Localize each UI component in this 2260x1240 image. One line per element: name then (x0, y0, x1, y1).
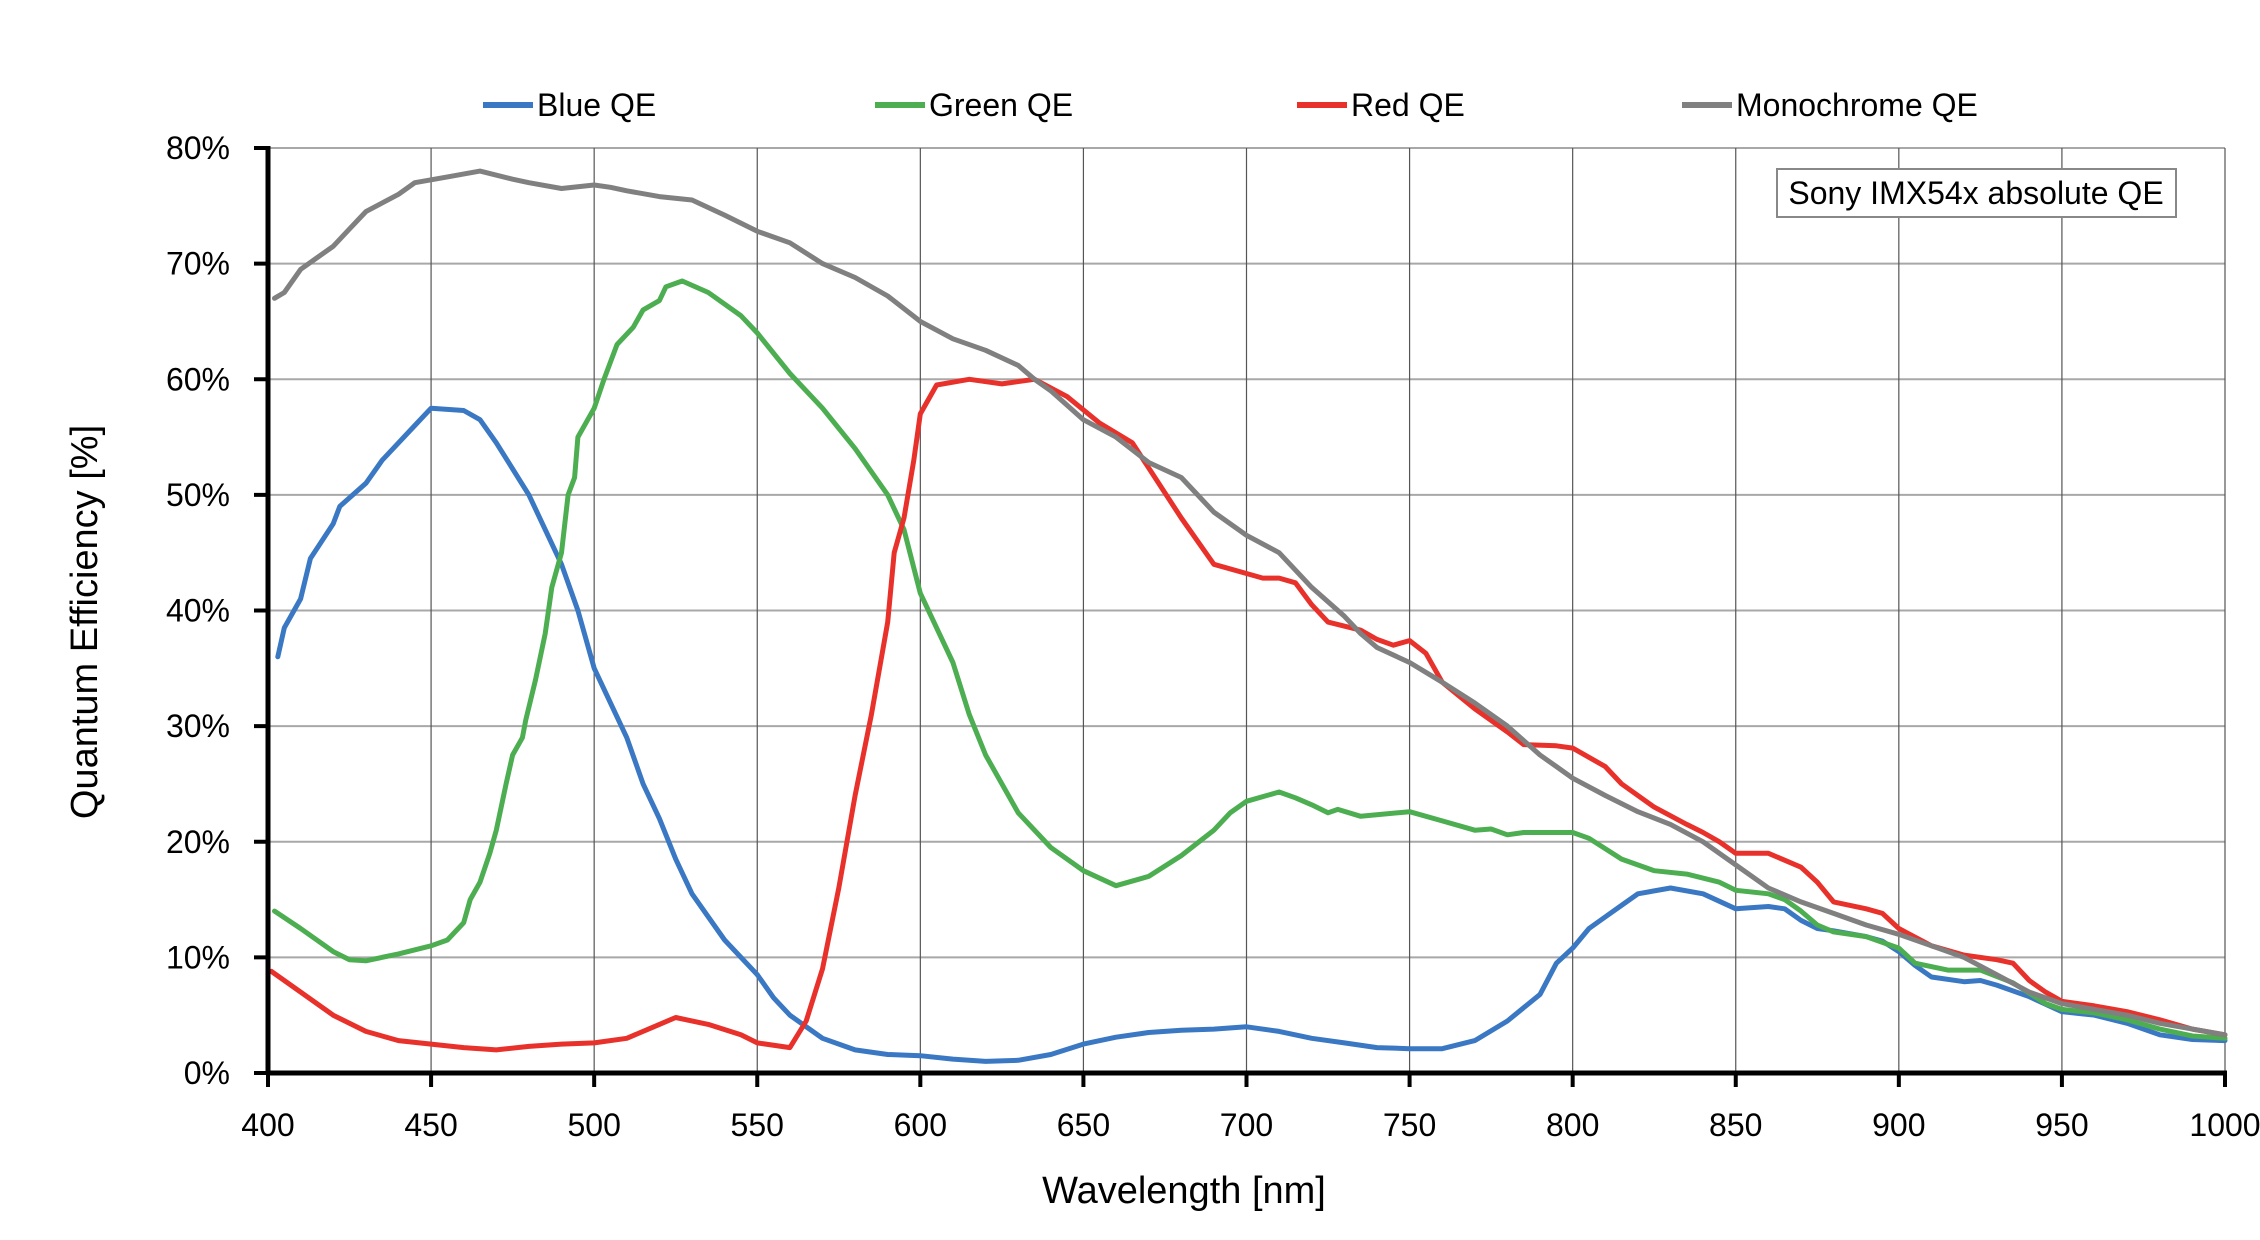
series-line-monochrome-qe (272, 168, 2228, 1038)
x-tick-label: 950 (2035, 1107, 2088, 1143)
legend: Blue QE Green QE Red QE Monochrome QE (483, 87, 1978, 123)
annotation-box: Sony IMX54x absolute QE (1776, 168, 2177, 218)
y-tick-label: 70% (166, 246, 230, 282)
x-tick-label: 750 (1383, 1107, 1436, 1143)
grid (268, 147, 2226, 1073)
x-tick-label: 850 (1709, 1107, 1762, 1143)
x-tick-label: 450 (404, 1107, 457, 1143)
x-tick-label: 1000 (2189, 1107, 2260, 1143)
y-tick-label: 60% (166, 361, 230, 397)
series-line-red-qe (268, 376, 2228, 1053)
series-lines (268, 168, 2228, 1064)
x-tick-label: 400 (241, 1107, 294, 1143)
legend-label: Monochrome QE (1736, 87, 1978, 123)
y-tick-label: 50% (166, 477, 230, 513)
x-axis-title: Wavelength [nm] (1042, 1170, 1326, 1212)
y-tick-label: 10% (166, 939, 230, 975)
y-tick-label: 80% (166, 130, 230, 166)
x-tick-label: 650 (1057, 1107, 1110, 1143)
y-tick-label: 40% (166, 593, 230, 629)
y-tick-label: 30% (166, 708, 230, 744)
legend-label: Blue QE (537, 87, 656, 123)
x-tick-label: 500 (567, 1107, 620, 1143)
series-line-green-qe (272, 278, 2228, 1041)
x-tick-label: 900 (1872, 1107, 1925, 1143)
axes: 0% 10% 20% 30% 40% 50% 60% 70% 80% 400 450 500 550 60… (166, 130, 2260, 1143)
y-tick-label: 0% (184, 1055, 230, 1091)
x-tick-label: 550 (731, 1107, 784, 1143)
series-line-blue-qe (275, 405, 2228, 1064)
y-tick-label: 20% (166, 824, 230, 860)
x-tick-label: 600 (894, 1107, 947, 1143)
legend-label: Green QE (929, 87, 1073, 123)
y-axis-title: Quantum Efficiency [%] (64, 425, 106, 819)
x-tick-label: 700 (1220, 1107, 1273, 1143)
annotation-text: Sony IMX54x absolute QE (1788, 175, 2163, 211)
x-tick-label: 800 (1546, 1107, 1599, 1143)
legend-label: Red QE (1351, 87, 1465, 123)
